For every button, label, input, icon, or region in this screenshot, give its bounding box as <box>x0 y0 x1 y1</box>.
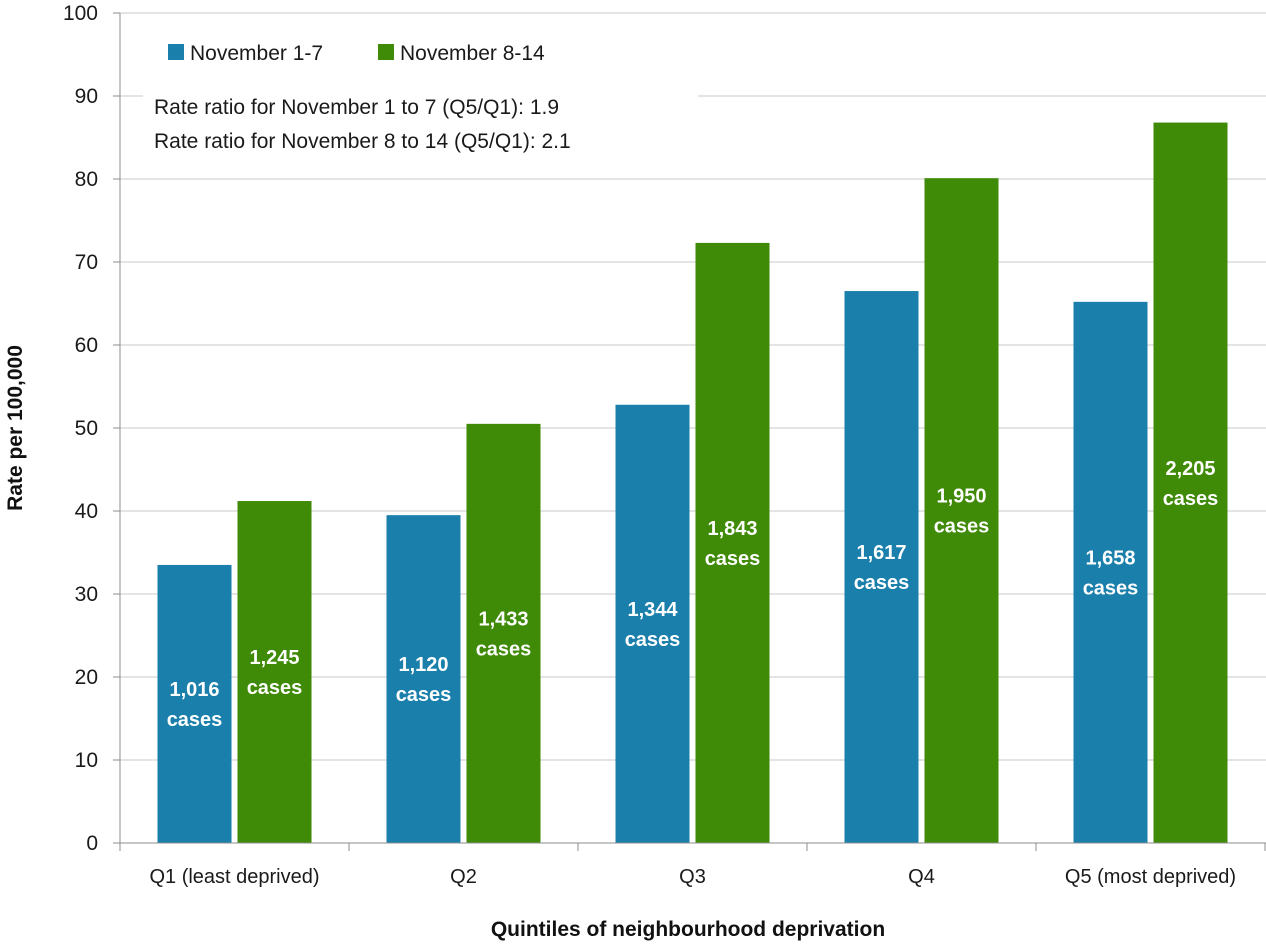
bar-data-label: cases <box>396 684 452 706</box>
bar <box>1153 122 1228 843</box>
bar <box>615 404 690 843</box>
y-tick-label: 20 <box>75 666 98 689</box>
legend-swatch-nov-8-14 <box>378 44 394 60</box>
annotation-rate-ratio-1: Rate ratio for November 1 to 7 (Q5/Q1): … <box>154 96 559 119</box>
bar <box>386 515 461 843</box>
y-tick-label: 90 <box>75 85 98 108</box>
x-axis-title: Quintiles of neighbourhood deprivation <box>491 918 885 941</box>
bar <box>695 242 770 843</box>
bar-data-label: cases <box>934 516 990 538</box>
legend-label-nov-1-7: November 1-7 <box>190 42 323 65</box>
bar-data-label: cases <box>476 638 532 660</box>
y-tick-labels: 0 10 20 30 40 50 60 70 80 90 100 <box>63 2 98 855</box>
bar-data-label: 1,016 <box>169 679 219 701</box>
bar-data-label: 1,344 <box>627 599 678 621</box>
y-tick-label: 40 <box>75 500 98 523</box>
bar-data-label: 1,843 <box>707 518 757 540</box>
y-tick-label: 100 <box>63 2 98 25</box>
annotation-background <box>143 84 698 160</box>
bar-data-label: 1,617 <box>856 542 906 564</box>
bar <box>924 178 999 844</box>
y-tick-label: 80 <box>75 168 98 191</box>
bar-data-label: 1,433 <box>478 608 528 630</box>
annotation-rate-ratio-2: Rate ratio for November 8 to 14 (Q5/Q1):… <box>154 130 571 153</box>
bar-data-label: cases <box>1163 488 1219 510</box>
bar-data-label: cases <box>167 709 223 731</box>
bar-data-label: 2,205 <box>1165 458 1215 480</box>
x-tick-label: Q5 (most deprived) <box>1065 866 1236 888</box>
legend: November 1-7 November 8-14 <box>168 42 545 65</box>
bars <box>157 122 1228 844</box>
legend-swatch-nov-1-7 <box>168 44 184 60</box>
x-tick-label: Q3 <box>679 866 706 888</box>
x-tick-label: Q2 <box>450 866 477 888</box>
bar <box>237 501 312 843</box>
y-tick-label: 10 <box>75 749 98 772</box>
axes <box>113 12 1266 851</box>
bar-data-label: 1,950 <box>936 486 986 508</box>
y-tick-label: 30 <box>75 583 98 606</box>
bar <box>844 291 919 843</box>
x-tick-label: Q4 <box>908 866 935 888</box>
y-axis-title: Rate per 100,000 <box>4 345 27 511</box>
bar-data-label: 1,245 <box>249 647 299 669</box>
x-tick-labels: Q1 (least deprived) Q2 Q3 Q4 Q5 (most depriv… <box>149 866 1236 888</box>
bar-data-label: 1,658 <box>1085 547 1135 569</box>
bar-data-label: cases <box>247 677 303 699</box>
bar-data-label: cases <box>705 548 761 570</box>
x-tick-label: Q1 (least deprived) <box>149 866 319 888</box>
legend-label-nov-8-14: November 8-14 <box>400 42 545 65</box>
bar-labels: 1,016 cases 1,245 cases 1,120 cases 1,433 cases… <box>167 458 1219 731</box>
bar <box>466 423 541 843</box>
y-tick-label: 70 <box>75 251 98 274</box>
bar-data-label: cases <box>854 572 910 594</box>
y-tick-label: 50 <box>75 417 98 440</box>
bar-data-label: cases <box>1083 577 1139 599</box>
bar-data-label: cases <box>625 629 681 651</box>
bar-data-label: 1,120 <box>398 654 448 676</box>
bar <box>157 564 232 843</box>
bar <box>1073 301 1148 844</box>
y-tick-label: 0 <box>86 832 98 855</box>
y-tick-label: 60 <box>75 334 98 357</box>
